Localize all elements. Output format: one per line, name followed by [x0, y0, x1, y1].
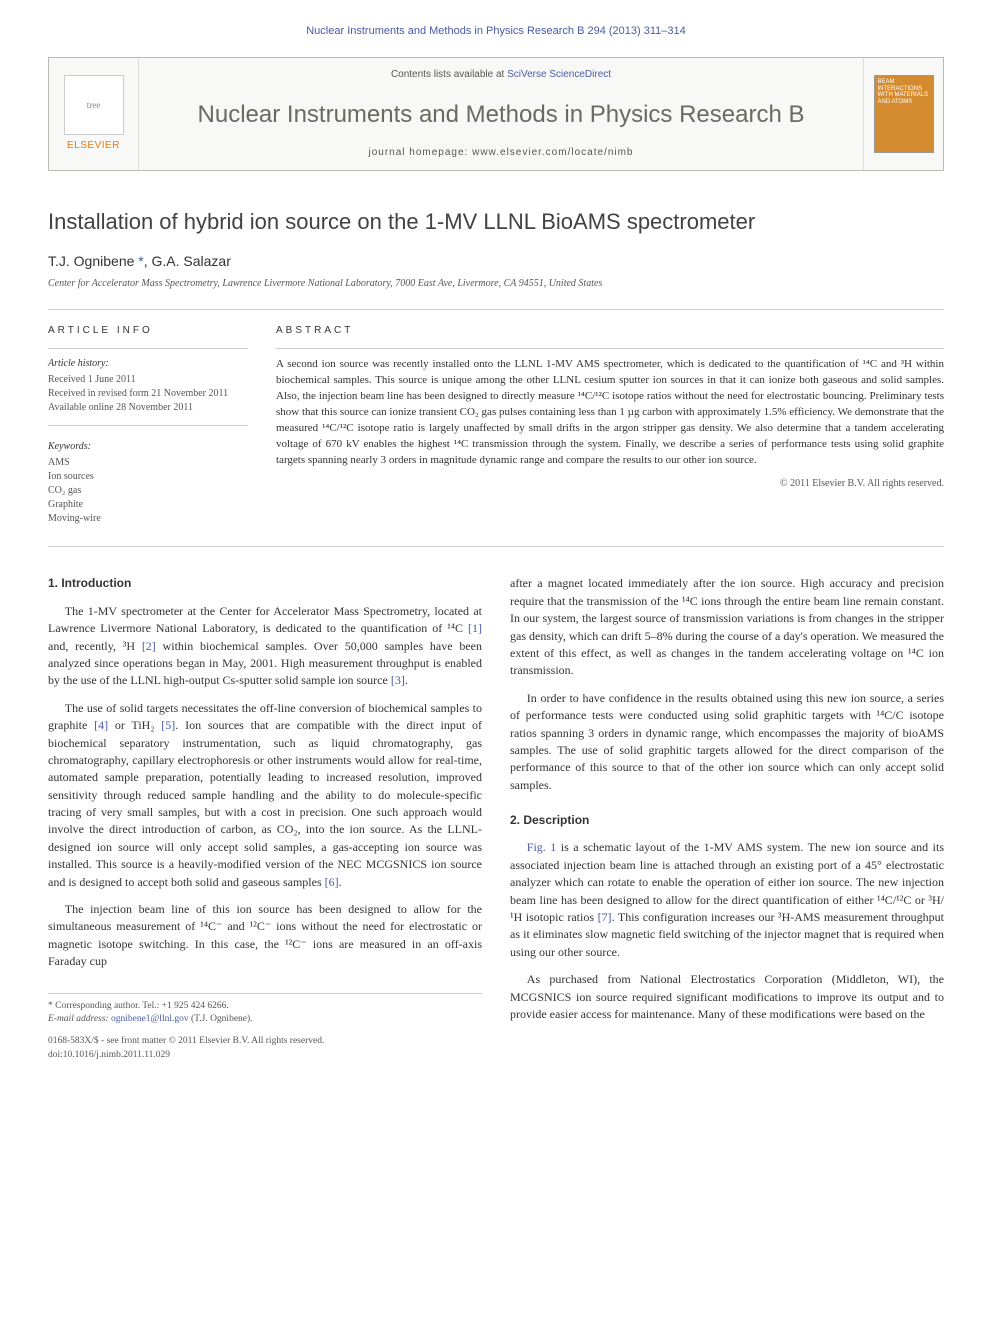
- intro-p5: In order to have confidence in the resul…: [510, 690, 944, 794]
- cover-thumb: BEAM INTERACTIONS WITH MATERIALS AND ATO…: [874, 75, 934, 153]
- authors: T.J. Ognibene *, G.A. Salazar: [48, 252, 944, 272]
- contents-prefix: Contents lists available at: [391, 69, 507, 80]
- author-1: T.J. Ognibene: [48, 253, 134, 269]
- section-2-head: 2. Description: [510, 812, 944, 829]
- abstract-heading: ABSTRACT: [276, 324, 944, 338]
- elsevier-tree-icon: tree: [64, 75, 124, 135]
- revised-date: Received in revised form 21 November 201…: [48, 387, 248, 401]
- abstract-text: A second ion source was recently install…: [276, 357, 944, 469]
- keyword: Moving-wire: [48, 512, 248, 526]
- section-1-head: 1. Introduction: [48, 575, 482, 592]
- abstract-block: ABSTRACT A second ion source was recentl…: [276, 324, 944, 526]
- homepage-line: journal homepage: www.elsevier.com/locat…: [155, 146, 847, 160]
- info-divider: [48, 348, 248, 349]
- intro-p2: The use of solid targets necessitates th…: [48, 700, 482, 891]
- article-info-heading: ARTICLE INFO: [48, 324, 248, 338]
- desc-p1: Fig. 1 is a schematic layout of the 1-MV…: [510, 839, 944, 961]
- article-title: Installation of hybrid ion source on the…: [48, 207, 944, 238]
- journal-header: tree ELSEVIER Contents lists available a…: [48, 57, 944, 171]
- author-sep: ,: [144, 253, 152, 269]
- header-center: Contents lists available at SciVerse Sci…: [139, 58, 863, 170]
- intro-p3: The injection beam line of this ion sour…: [48, 901, 482, 971]
- desc-p2: As purchased from National Electrostatic…: [510, 971, 944, 1023]
- keywords-head: Keywords:: [48, 440, 248, 454]
- article-info: ARTICLE INFO Article history: Received 1…: [48, 324, 248, 526]
- email-label: E-mail address:: [48, 1014, 111, 1024]
- keyword: Ion sources: [48, 470, 248, 484]
- doi-line: doi:10.1016/j.nimb.2011.11.029: [48, 1049, 482, 1063]
- sciencedirect-link[interactable]: SciVerse ScienceDirect: [507, 69, 611, 80]
- keyword: CO₂ gas: [48, 484, 248, 498]
- history-head: Article history:: [48, 357, 248, 371]
- email-suffix: (T.J. Ognibene).: [189, 1014, 253, 1024]
- homepage-url: www.elsevier.com/locate/nimb: [472, 147, 633, 158]
- intro-p1: The 1-MV spectrometer at the Center for …: [48, 603, 482, 690]
- journal-name: Nuclear Instruments and Methods in Physi…: [155, 98, 847, 132]
- homepage-prefix: journal homepage:: [368, 147, 472, 158]
- issn-line: 0168-583X/$ - see front matter © 2011 El…: [48, 1035, 482, 1049]
- email-link[interactable]: ognibene1@llnl.gov: [111, 1014, 189, 1024]
- corresponding-footnote: * Corresponding author. Tel.: +1 925 424…: [48, 1000, 482, 1014]
- elsevier-label: ELSEVIER: [67, 139, 120, 153]
- divider-bottom: [48, 546, 944, 547]
- affiliation: Center for Accelerator Mass Spectrometry…: [48, 277, 944, 291]
- email-line: E-mail address: ognibene1@llnl.gov (T.J.…: [48, 1013, 482, 1027]
- publisher-logo-block: tree ELSEVIER: [49, 58, 139, 170]
- online-date: Available online 28 November 2011: [48, 401, 248, 415]
- divider-top: [48, 309, 944, 310]
- intro-p4: after a magnet located immediately after…: [510, 575, 944, 679]
- body-columns: 1. Introduction The 1-MV spectrometer at…: [48, 575, 944, 1062]
- abstract-copyright: © 2011 Elsevier B.V. All rights reserved…: [276, 477, 944, 491]
- contents-line: Contents lists available at SciVerse Sci…: [155, 68, 847, 82]
- received-date: Received 1 June 2011: [48, 373, 248, 387]
- author-2: G.A. Salazar: [152, 253, 231, 269]
- footnote-block: * Corresponding author. Tel.: +1 925 424…: [48, 993, 482, 1063]
- meta-row: ARTICLE INFO Article history: Received 1…: [48, 324, 944, 526]
- corresponding-marker: *: [134, 253, 143, 269]
- running-head: Nuclear Instruments and Methods in Physi…: [48, 24, 944, 39]
- kw-divider: [48, 425, 248, 426]
- keyword: Graphite: [48, 498, 248, 512]
- keyword: AMS: [48, 456, 248, 470]
- abs-divider: [276, 348, 944, 349]
- cover-thumb-block: BEAM INTERACTIONS WITH MATERIALS AND ATO…: [863, 58, 943, 170]
